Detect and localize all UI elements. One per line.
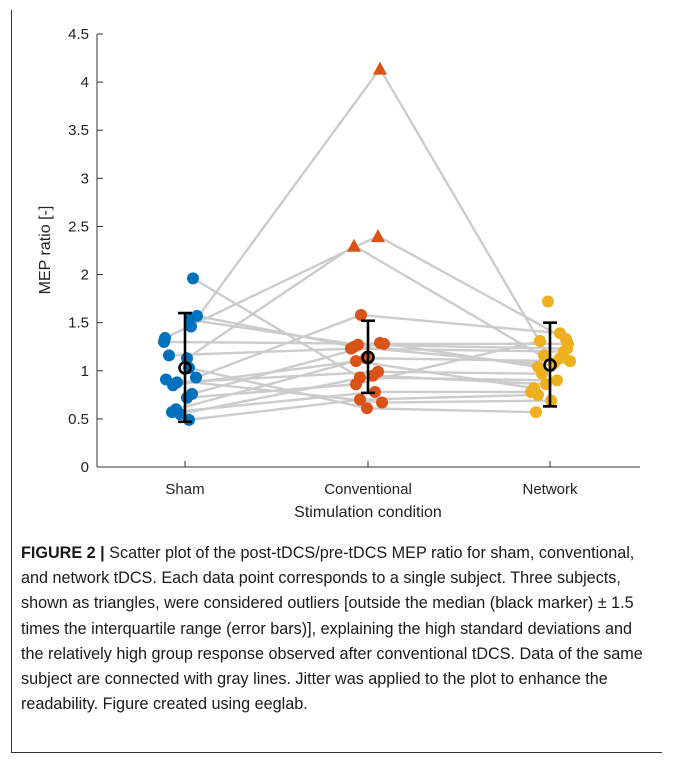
y-tick-label: 1.5 bbox=[68, 315, 89, 332]
data-point-sham bbox=[167, 379, 179, 392]
y-tick-label: 3.5 bbox=[68, 122, 89, 139]
median-marker bbox=[543, 358, 557, 372]
data-point-network bbox=[564, 355, 576, 368]
data-point-network bbox=[538, 349, 550, 362]
median-error-bars bbox=[178, 311, 557, 424]
caption-text: Scatter plot of the post-tDCS/pre-tDCS M… bbox=[21, 544, 643, 714]
data-point-network bbox=[530, 406, 542, 419]
y-tick-label: 2 bbox=[81, 267, 89, 284]
data-point-sham bbox=[185, 320, 197, 333]
data-point-network bbox=[542, 295, 554, 308]
tick-labels: 0 0.5 1 1.5 2 2.5 3 3.5 4 4.5 Sham Conventional Netw… bbox=[68, 26, 578, 498]
data-point-conventional bbox=[355, 308, 367, 321]
data-point-network bbox=[551, 374, 563, 387]
data-point-sham bbox=[190, 371, 202, 384]
data-points bbox=[158, 61, 576, 426]
data-point-conventional bbox=[354, 393, 366, 406]
data-point-sham bbox=[158, 335, 170, 348]
data-point-sham bbox=[181, 391, 193, 404]
figure-frame bbox=[11, 10, 662, 753]
y-tick-label: 2.5 bbox=[68, 218, 89, 235]
data-point-conventional bbox=[350, 378, 362, 391]
figure-caption: FIGURE 2 | Scatter plot of the post-tDCS… bbox=[21, 541, 651, 717]
data-point-sham bbox=[163, 349, 175, 362]
data-point-sham bbox=[187, 272, 199, 285]
y-tick-label: 0 bbox=[81, 459, 89, 476]
data-point-conventional bbox=[361, 402, 373, 415]
scatter-chart: 0 0.5 1 1.5 2 2.5 3 3.5 4 4.5 Sham Conventional Netw… bbox=[37, 26, 640, 521]
caption-label: FIGURE 2 | bbox=[21, 544, 105, 562]
x-tick-label: Conventional bbox=[324, 481, 412, 498]
x-tick-label: Sham bbox=[165, 481, 204, 498]
median-marker bbox=[178, 361, 192, 375]
data-point-network bbox=[536, 367, 548, 380]
median-marker bbox=[361, 350, 375, 365]
data-point-sham bbox=[174, 408, 186, 421]
y-tick-label: 3 bbox=[81, 170, 89, 187]
y-tick-label: 0.5 bbox=[68, 411, 89, 428]
y-tick-label: 4.5 bbox=[68, 26, 89, 43]
y-axis-title: MEP ratio [-] bbox=[37, 206, 54, 295]
data-point-conventional bbox=[376, 396, 388, 409]
subject-link-line bbox=[163, 340, 568, 346]
outlier-triangle bbox=[373, 61, 387, 75]
x-axis-title: Stimulation condition bbox=[294, 504, 442, 521]
data-point-conventional bbox=[350, 355, 362, 368]
data-point-conventional bbox=[345, 342, 357, 355]
outlier-triangle bbox=[371, 229, 385, 243]
data-point-network bbox=[534, 334, 546, 347]
outlier-triangle bbox=[347, 238, 361, 252]
y-tick-label: 1 bbox=[81, 363, 89, 380]
x-tick-label: Network bbox=[522, 481, 578, 498]
data-point-network bbox=[532, 388, 544, 401]
data-point-conventional bbox=[378, 337, 390, 350]
data-point-conventional bbox=[367, 369, 379, 382]
y-tick-label: 4 bbox=[81, 74, 89, 91]
